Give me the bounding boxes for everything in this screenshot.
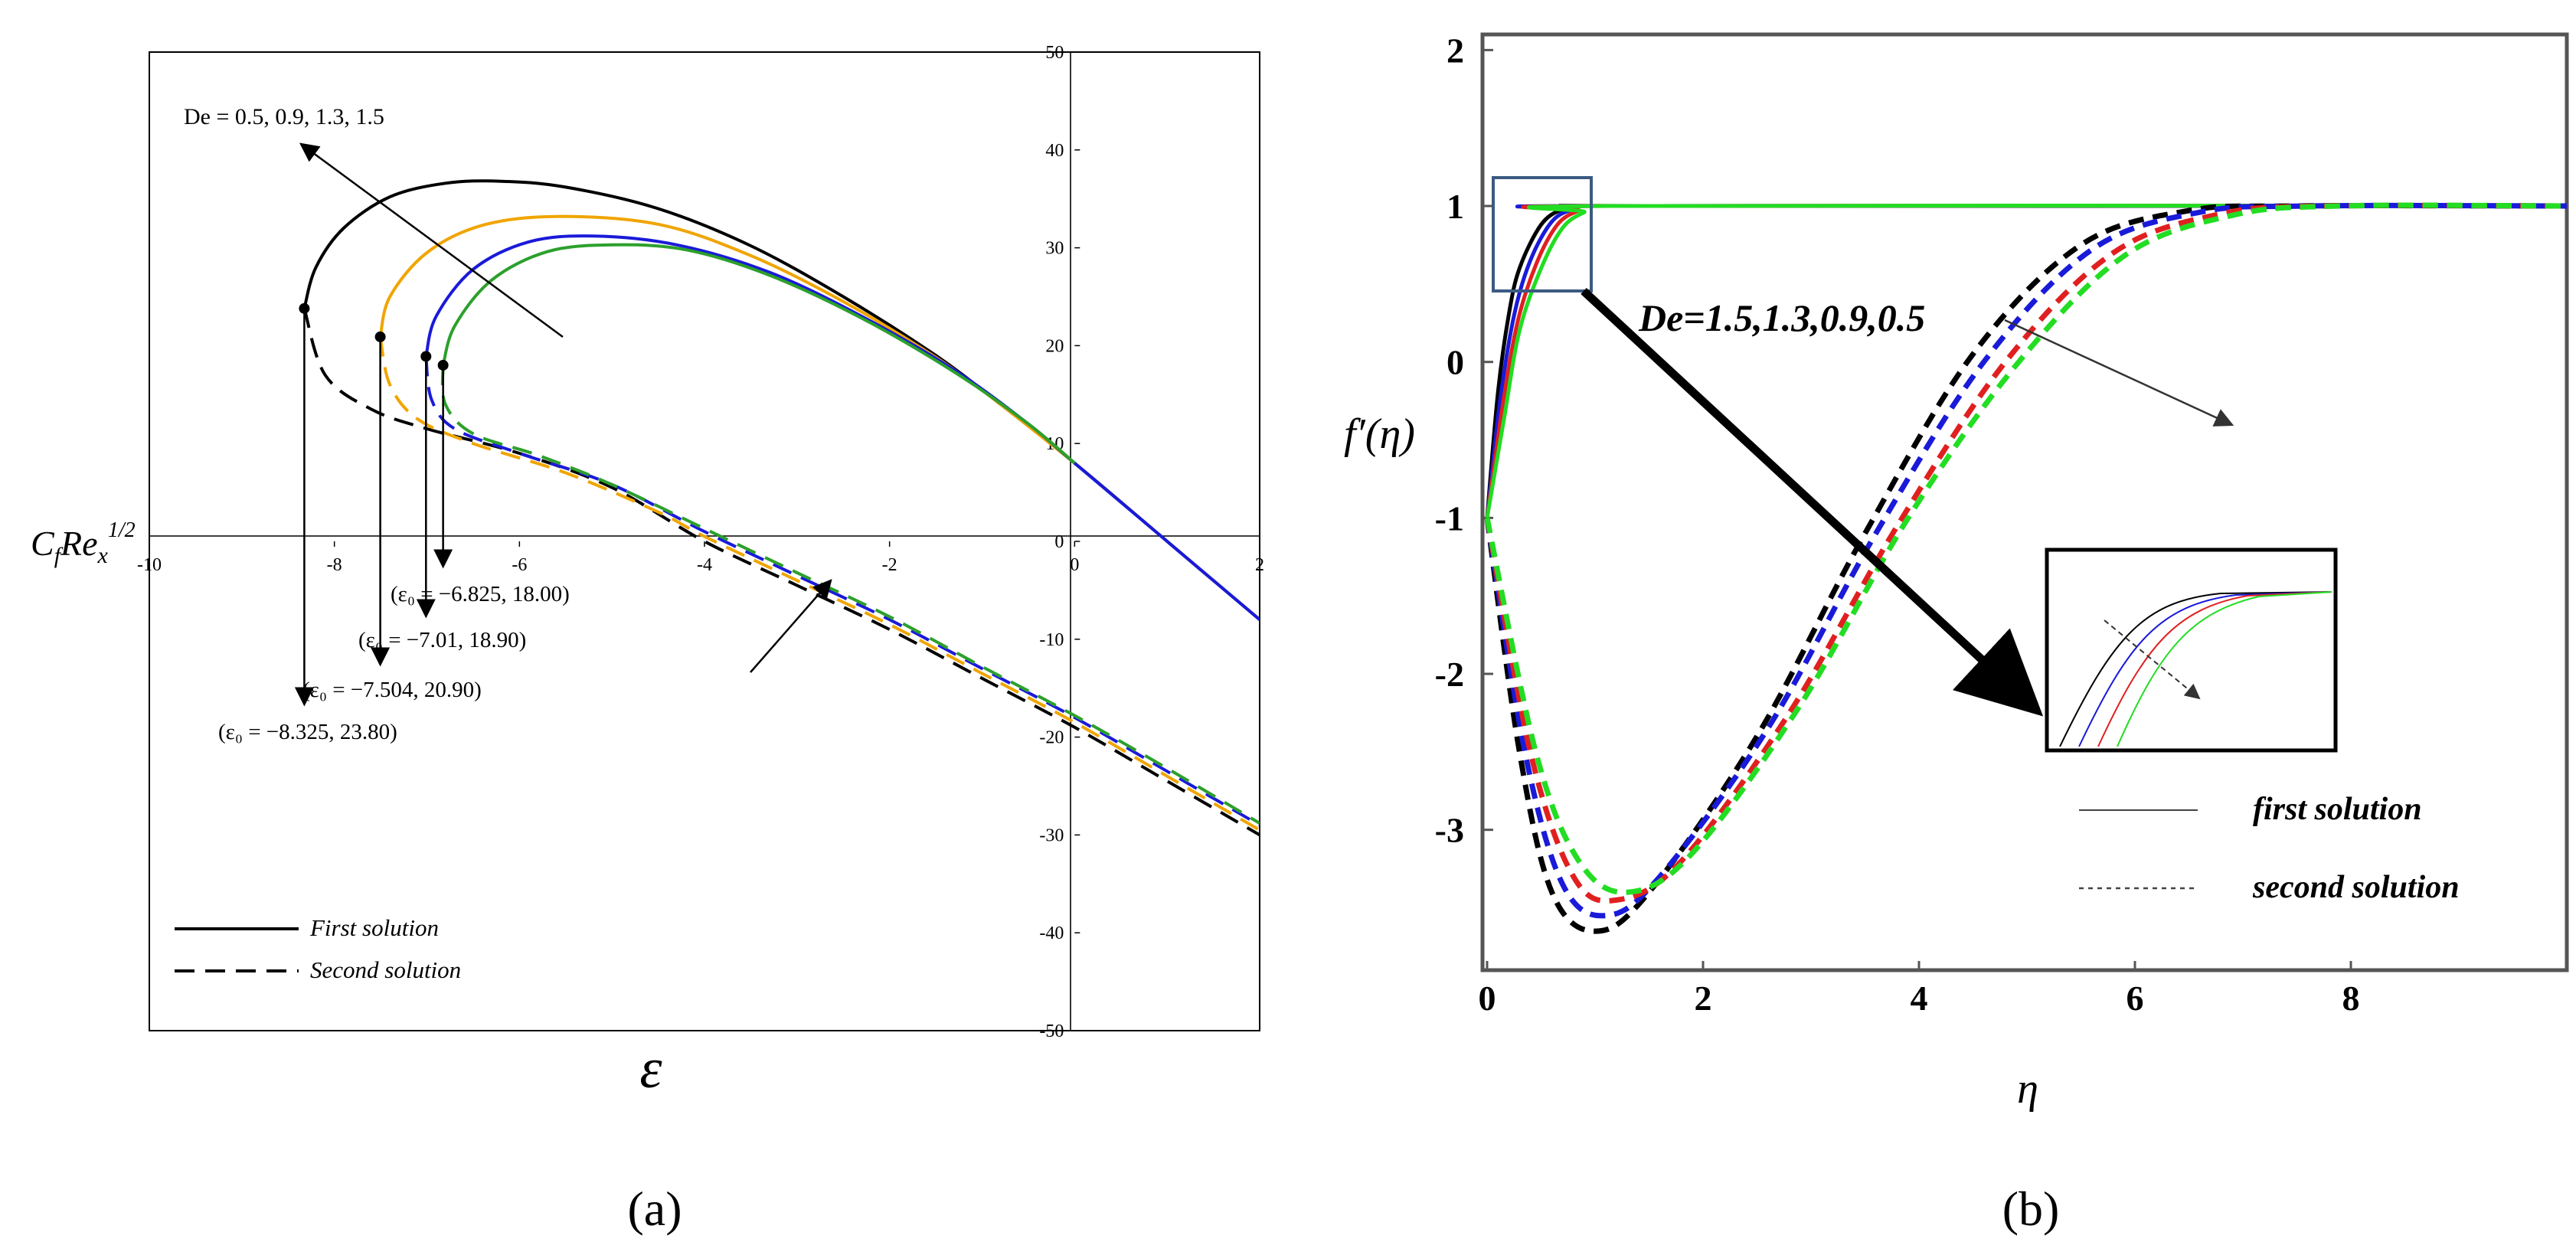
- a-ytick-label: -30: [1039, 825, 1064, 845]
- a-critical-point-label: (ε₀ = −6.825, 18.00): [391, 582, 570, 606]
- chart-b-ylabel: f′(η): [1344, 410, 1415, 458]
- b-ytick-label: -1: [1435, 498, 1464, 538]
- a-ytick-label: -20: [1039, 728, 1064, 748]
- b-ytick-label: -3: [1435, 811, 1464, 850]
- chart-a-de-arrow-second: [750, 579, 832, 673]
- chart-a-xlabel: ε: [639, 1038, 662, 1100]
- b-xtick-label: 0: [1479, 979, 1496, 1018]
- chart-a: -10 -8 -6 -4 -2 0 2 50403020100-10-20-30-40-50…: [31, 43, 1264, 1100]
- inset-curve-blue: [2078, 591, 2332, 747]
- a-ytick-label: 30: [1045, 239, 1064, 259]
- chart-b-zoom-box: [1492, 176, 1593, 293]
- a-critical-point-label: (ε₀ = −7.01, 18.90): [358, 628, 526, 652]
- b-xtick-label: 6: [2127, 979, 2144, 1018]
- caption-a: (a): [627, 1182, 682, 1236]
- caption-b: (b): [2002, 1182, 2060, 1236]
- a-xtick-label: -8: [327, 555, 342, 575]
- chart-b-x-ticks: 0 2 4 6 8: [1479, 961, 2360, 1018]
- chart-b-series: [1484, 202, 2567, 934]
- chart-b-inset: [2045, 547, 2338, 753]
- a-ytick-label: -50: [1039, 1021, 1064, 1041]
- a-series-de-0-5-second: [302, 308, 1260, 837]
- a-xtick-label: -10: [137, 555, 162, 575]
- b-series-de-0-5-first: [1485, 203, 2567, 518]
- inset-curve-green: [2117, 591, 2332, 747]
- chart-b-annotation: De=1.5,1.3,0.9,0.5: [1638, 296, 1925, 339]
- inset-curve-black: [2059, 591, 2332, 747]
- b-series-de-0-5-second: [1484, 202, 2567, 895]
- a-ytick-label: 50: [1045, 43, 1064, 63]
- chart-a-parameter-label: De = 0.5, 0.9, 1.3, 1.5: [184, 104, 384, 129]
- b-series-de-1-3-second: [1484, 202, 2567, 919]
- inset-curve-red: [2097, 591, 2332, 747]
- chart-a-critical-points: (ε₀ = −8.325, 23.80) (ε₀ = −7.504, 20.90)…: [218, 302, 570, 744]
- a-xtick-label: -4: [697, 555, 712, 575]
- a-series-de-1-3-second: [424, 356, 1260, 827]
- b-ytick-label: 0: [1447, 343, 1464, 382]
- b-xtick-label: 2: [1695, 979, 1712, 1018]
- a-xtick-label: -6: [512, 555, 527, 575]
- a-series-de-0-9-second: [378, 336, 1260, 832]
- chart-b-y-ticks: 2 1 0 -1 -2 -3: [1435, 31, 1493, 850]
- chart-b-annotation-arrow: [2004, 319, 2234, 427]
- chart-b-legend: first solution second solution: [2079, 792, 2460, 905]
- chart-b-frame: [1480, 32, 2569, 972]
- b-ytick-label: 2: [1447, 31, 1464, 70]
- b-xtick-label: 4: [1911, 979, 1928, 1018]
- a-series-de-1-5-first: [441, 243, 1076, 465]
- a-xtick-label: -2: [882, 555, 897, 575]
- a-critical-point-label: (ε₀ = −8.325, 23.80): [218, 720, 397, 744]
- a-ytick-label: -40: [1039, 923, 1064, 943]
- b-ytick-label: 1: [1447, 187, 1464, 226]
- a-critical-point-label: (ε₀ = −7.504, 20.90): [302, 678, 482, 702]
- legend-second-solution: Second solution: [310, 956, 461, 983]
- chart-b-xlabel: η: [2017, 1065, 2038, 1113]
- chart-a-ylabel: CfRex1/2: [31, 518, 136, 568]
- a-ytick-label: -10: [1039, 630, 1064, 650]
- chart-a-series: [302, 179, 1260, 837]
- inset-arrow: [2104, 619, 2201, 700]
- b-series-de-0-9-second: [1484, 202, 2567, 904]
- a-ytick-label: 20: [1045, 336, 1064, 356]
- chart-b-zoom-arrow: [1581, 287, 2044, 717]
- chart-a-de-arrow: [299, 142, 564, 338]
- b-ytick-label: -2: [1435, 655, 1464, 694]
- chart-a-x-ticks: -10 -8 -6 -4 -2 0 2: [137, 541, 1264, 575]
- a-ytick-label: 40: [1045, 141, 1064, 161]
- legend-b-first: first solution: [2253, 792, 2422, 827]
- a-xtick-label: 2: [1255, 555, 1264, 575]
- a-xtick-label: 0: [1070, 555, 1079, 575]
- legend-first-solution: First solution: [309, 914, 439, 941]
- chart-b-inset-frame: [2045, 547, 2338, 753]
- a-series-de-1-5-second: [440, 364, 1260, 825]
- legend-b-second: second solution: [2252, 870, 2460, 905]
- a-ytick-label: 0: [1054, 532, 1064, 552]
- chart-a-legend: First solution Second solution: [175, 914, 461, 983]
- a-series-de-1-3-first: [424, 234, 1260, 621]
- b-xtick-label: 8: [2342, 979, 2360, 1018]
- chart-b: 0 2 4 6 8 2 1 0 -1 -2 -3 De=1.5,1.3,0.9,0.5 first…: [1344, 31, 2569, 1113]
